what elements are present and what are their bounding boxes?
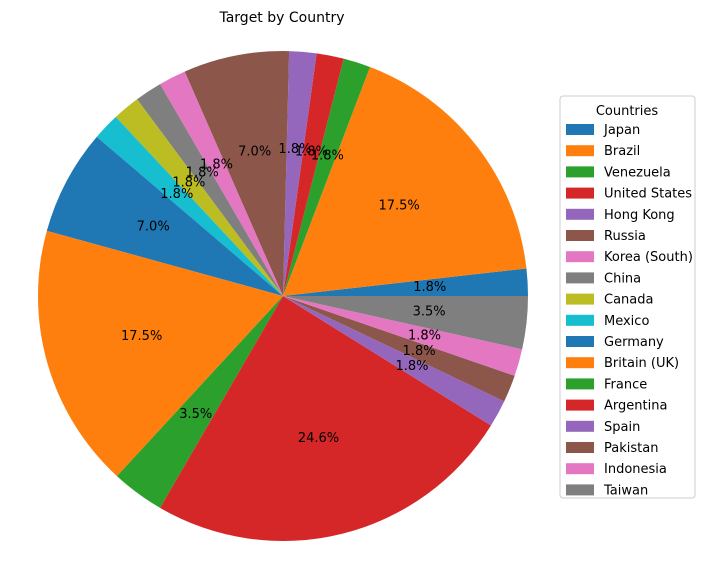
percent-label: 3.5%: [413, 305, 446, 320]
pie-slice: [283, 66, 527, 297]
percent-label: 1.8%: [278, 142, 311, 157]
percent-label: 24.6%: [298, 431, 339, 446]
legend-label: Venezuela: [604, 165, 671, 180]
legend-label: Britain (UK): [604, 356, 679, 371]
legend-swatch: [566, 314, 594, 326]
pie-slice: [283, 296, 505, 426]
legend-label: Spain: [604, 420, 640, 435]
pie-slice: [283, 53, 344, 297]
legend-swatch: [566, 251, 594, 263]
legend-label: Russia: [604, 229, 646, 244]
pie-slice: [160, 71, 283, 296]
pie-slice: [283, 51, 317, 297]
legend-label: Korea (South): [604, 250, 693, 265]
pie-slice: [283, 268, 528, 296]
percent-label: 7.0%: [137, 220, 170, 235]
legend-swatch: [566, 357, 594, 369]
percent-label: 1.8%: [403, 344, 436, 359]
legend-label: Hong Kong: [604, 208, 675, 223]
percent-label: 1.8%: [186, 166, 219, 181]
percent-label: 1.8%: [160, 187, 193, 202]
percent-labels: 1.8%17.5%1.8%1.8%1.8%7.0%1.8%1.8%1.8%1.8…: [121, 142, 446, 446]
pie-slice: [283, 58, 370, 297]
legend-label: Argentina: [604, 399, 667, 414]
legend-swatch: [566, 208, 594, 220]
pie-slice: [184, 51, 290, 296]
legend-swatch: [566, 484, 594, 496]
legend-title: Countries: [596, 104, 659, 119]
legend-swatch: [566, 420, 594, 432]
legend-label: United States: [604, 187, 692, 202]
legend-swatch: [566, 463, 594, 475]
chart-title: Target by Country: [218, 10, 344, 26]
percent-label: 1.8%: [408, 328, 441, 343]
legend-label: Indonesia: [604, 462, 667, 477]
legend-label: Taiwan: [603, 483, 648, 498]
percent-label: 1.8%: [311, 148, 344, 163]
percent-label: 1.8%: [200, 157, 233, 172]
pie-slices: [37, 51, 528, 541]
pie-slice: [283, 296, 515, 402]
legend-swatch: [566, 399, 594, 411]
legend-swatch: [566, 442, 594, 453]
percent-label: 1.8%: [172, 176, 205, 191]
percent-label: 7.0%: [238, 144, 271, 159]
percent-label: 17.5%: [121, 329, 162, 344]
pie-slice: [116, 296, 283, 508]
legend-label: Brazil: [604, 144, 640, 159]
legend-swatch: [566, 166, 594, 178]
legend-label: Mexico: [604, 314, 649, 329]
pie-slice: [46, 136, 284, 296]
pie-slice: [96, 116, 283, 297]
percent-label: 1.8%: [295, 144, 328, 159]
pie-slice: [137, 84, 283, 297]
legend-label: Pakistan: [604, 441, 658, 456]
legend-label: Japan: [603, 123, 640, 138]
pie-slice: [283, 296, 523, 376]
pie-slice: [37, 230, 284, 477]
pie-slice: [160, 296, 491, 541]
legend-swatch: [566, 124, 594, 135]
percent-label: 3.5%: [179, 407, 212, 422]
pie-slice: [115, 99, 283, 296]
legend-label: China: [604, 271, 641, 286]
legend-swatch: [566, 145, 594, 157]
legend-label: France: [604, 377, 647, 392]
percent-label: 1.8%: [413, 280, 446, 295]
legend-swatch: [566, 230, 594, 241]
legend-swatch: [566, 187, 594, 199]
legend-swatch: [566, 336, 594, 347]
legend: Countries Japan Brazil Venezuela United Sta…: [559, 95, 696, 499]
pie-slice: [283, 296, 528, 350]
legend-label: Germany: [604, 335, 664, 350]
percent-label: 17.5%: [378, 198, 419, 213]
percent-label: 1.8%: [395, 359, 428, 374]
legend-swatch: [566, 293, 594, 305]
legend-label: Canada: [604, 293, 653, 308]
legend-swatch: [566, 272, 594, 284]
legend-swatch: [566, 378, 594, 390]
